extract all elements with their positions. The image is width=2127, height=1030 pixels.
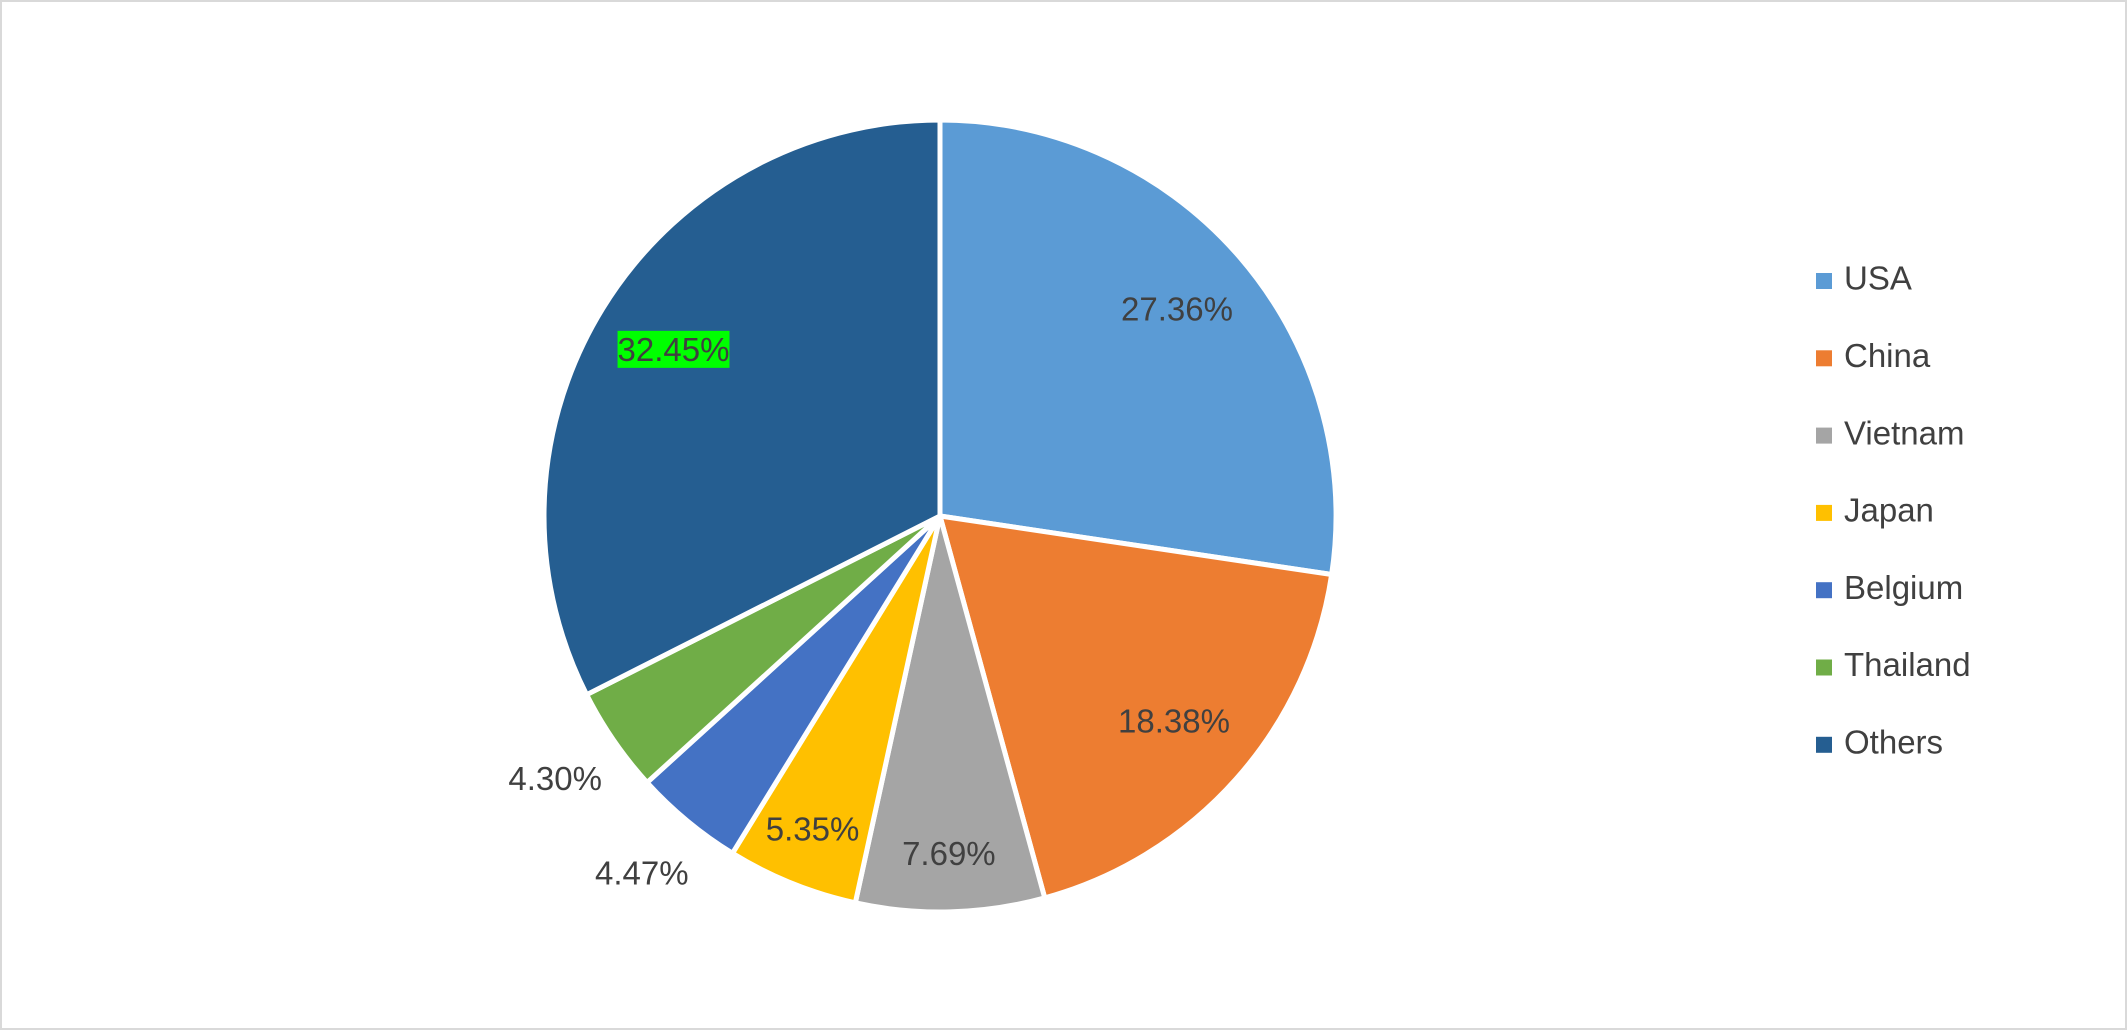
legend-swatch bbox=[1816, 273, 1832, 289]
legend-label: Japan bbox=[1844, 492, 1934, 529]
legend-label: Vietnam bbox=[1844, 414, 1964, 451]
data-label: 27.36% bbox=[1121, 291, 1233, 328]
pie-slice bbox=[541, 117, 943, 699]
legend-swatch bbox=[1816, 582, 1832, 599]
legend-label: Thailand bbox=[1844, 646, 1971, 683]
legend-label: China bbox=[1844, 337, 1931, 374]
legend-swatch bbox=[1816, 659, 1832, 676]
legend-label: USA bbox=[1844, 260, 1912, 297]
data-label: 32.45% bbox=[618, 331, 730, 368]
pie-slice bbox=[852, 515, 1048, 915]
legend-label: Belgium bbox=[1844, 569, 1963, 606]
label-highlight bbox=[617, 330, 730, 368]
pie-slice bbox=[729, 514, 943, 906]
legend-swatch bbox=[1816, 350, 1832, 367]
data-label: 5.35% bbox=[766, 811, 860, 848]
legend-swatch bbox=[1816, 736, 1832, 753]
legend-swatch bbox=[1816, 427, 1832, 444]
data-label: 7.69% bbox=[902, 835, 996, 872]
pie-slice bbox=[936, 512, 1335, 901]
legend-label: Others bbox=[1844, 724, 1943, 761]
data-label: 18.38% bbox=[1118, 702, 1230, 739]
data-label: 4.47% bbox=[595, 854, 689, 891]
legend-swatch bbox=[1816, 504, 1832, 521]
pie-slice bbox=[937, 117, 1339, 578]
data-label: 4.30% bbox=[508, 760, 602, 797]
